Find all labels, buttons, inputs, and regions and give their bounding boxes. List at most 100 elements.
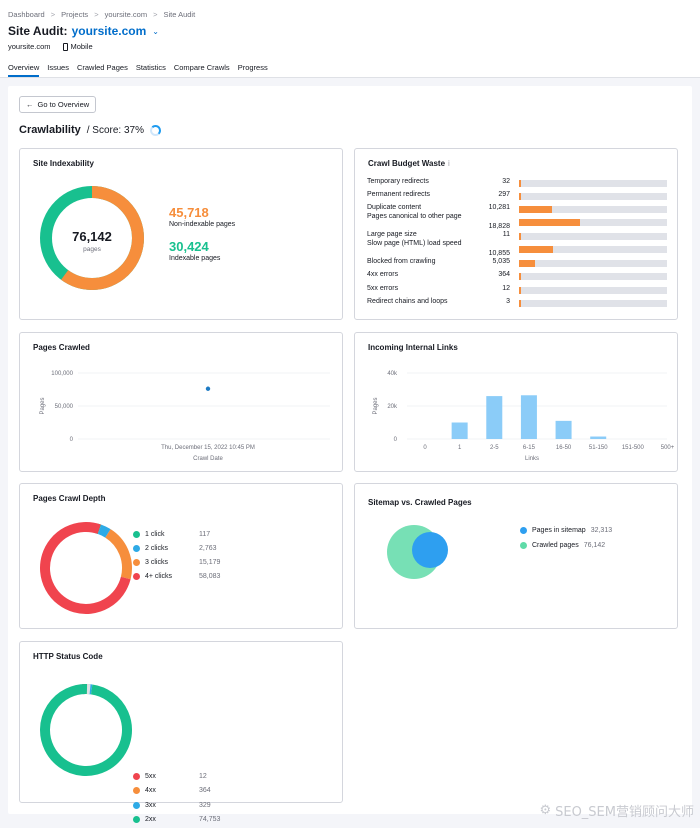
bar[interactable]: [520, 395, 537, 439]
legend-label: 3xx: [145, 801, 156, 809]
waste-label: Pages canonical to other page: [367, 213, 462, 220]
waste-value: 10,281: [488, 204, 510, 211]
waste-value: 3: [506, 298, 510, 305]
tab-compare-crawls[interactable]: Compare Crawls: [173, 63, 230, 72]
legend-item[interactable]: 2 clicks: [133, 545, 168, 552]
y-tick-label: 100,000: [51, 371, 73, 377]
waste-bar-track: [519, 233, 667, 240]
bar[interactable]: [590, 436, 607, 439]
x-tick-label: 6-15: [523, 445, 536, 451]
crawlability-score: / Score: 37%: [86, 124, 145, 136]
legend-value: 364: [199, 787, 211, 795]
crawled-value: 76,142: [583, 542, 606, 549]
crawlability-title: Crawlability: [19, 124, 81, 136]
bar[interactable]: [451, 422, 468, 440]
incoming-internal-links-chart: 40k 20k 0 Pages 0 1 2-5 6-15 16-50 51-150 151-500 5…: [373, 371, 675, 462]
legend-item[interactable]: 3 clicks: [133, 559, 168, 566]
legend-item[interactable]: 4xx: [133, 787, 156, 795]
legend-value: 12: [199, 773, 207, 780]
sitemap-vs-crawled-card: Sitemap vs. Crawled Pages Pages in sitem…: [354, 483, 678, 629]
waste-label: 5xx errors: [367, 285, 399, 292]
legend-label: 4xx: [145, 787, 156, 795]
x-tick-label: 16-50: [556, 445, 572, 451]
pages-crawled-card: Pages Crawled 100,000 50,000 0 Pages Thu, De…: [19, 332, 343, 472]
donut-segment[interactable]: [105, 529, 132, 580]
pages-crawl-depth-card: Pages Crawl Depth 1 click 117 2 clicks 2,76…: [19, 483, 343, 629]
legend-value: 74,753: [199, 816, 221, 824]
y-tick-label: 0: [70, 437, 74, 443]
legend-dot-icon: [133, 801, 140, 809]
waste-row[interactable]: Blocked from crawling 5,035: [367, 258, 667, 270]
breadcrumb: Dashboard > Projects > yoursite.com > Si…: [8, 10, 195, 19]
y-axis-label: Pages: [373, 397, 379, 414]
legend-dot-icon: [133, 787, 140, 795]
x-axis-label: Crawl Date: [193, 456, 223, 462]
breadcrumb-projects[interactable]: Projects: [61, 10, 89, 19]
waste-label: Temporary redirects: [367, 178, 429, 185]
legend-item[interactable]: 2xx: [133, 816, 156, 824]
watermark-text: SEO_SEM营销顾问大师: [555, 805, 694, 820]
tab-overview[interactable]: Overview: [8, 63, 40, 77]
waste-bar-track: [519, 193, 667, 200]
waste-value: 11: [502, 231, 510, 238]
device-text: Mobile: [70, 42, 93, 51]
legend-dot-icon: [133, 816, 140, 824]
legend-item[interactable]: 1 click: [133, 531, 164, 538]
crawl-budget-waste-card: Crawl Budget Waste i Temporary redirects 3…: [354, 148, 678, 320]
waste-row[interactable]: Pages canonical to other page 18,828: [367, 213, 667, 230]
go-to-overview-button[interactable]: ← Go to Overview: [19, 96, 97, 113]
tab-progress[interactable]: Progress: [237, 63, 268, 72]
waste-row[interactable]: 4xx errors 364: [367, 271, 667, 283]
site-selector[interactable]: yoursite.com: [71, 24, 147, 38]
legend-item[interactable]: 5xx: [133, 773, 156, 780]
sitemap-legend-item[interactable]: Pages in sitemap 32,313: [520, 527, 612, 534]
donut-segment[interactable]: [40, 684, 132, 776]
waste-row[interactable]: Redirect chains and loops 3: [367, 298, 667, 310]
tab-statistics[interactable]: Statistics: [135, 63, 166, 72]
waste-label: Blocked from crawling: [367, 258, 436, 265]
data-point[interactable]: [205, 386, 211, 391]
waste-row[interactable]: 5xx errors 12: [367, 285, 667, 297]
waste-row[interactable]: Duplicate content 10,281: [367, 204, 667, 216]
waste-row[interactable]: Large page size 11: [367, 231, 667, 243]
pages-crawled-title: Pages Crawled: [33, 343, 90, 352]
legend-value: 2,763: [199, 545, 217, 552]
non-indexable-value[interactable]: 45,718: [169, 205, 209, 220]
breadcrumb-dashboard[interactable]: Dashboard: [8, 10, 45, 19]
breadcrumb-site[interactable]: yoursite.com: [104, 10, 148, 19]
legend-label: 5xx: [145, 773, 156, 780]
waste-row[interactable]: Slow page (HTML) load speed 10,855: [367, 240, 667, 257]
y-tick-label: 0: [394, 437, 398, 443]
waste-bar-fill: [519, 180, 522, 187]
arrow-left-icon: ←: [26, 100, 34, 109]
page-title: Site Audit: yoursite.com ⌄: [8, 24, 159, 38]
donut-segment[interactable]: [97, 524, 111, 538]
legend-item[interactable]: 4+ clicks: [133, 573, 172, 580]
waste-bar-track: [519, 206, 667, 213]
waste-bar-track: [519, 273, 667, 280]
bar[interactable]: [486, 396, 503, 439]
indexable-value[interactable]: 30,424: [169, 239, 209, 254]
waste-bar-fill: [519, 273, 522, 280]
legend-label: 4+ clicks: [145, 573, 173, 580]
waste-bar-fill: [519, 260, 536, 267]
info-icon[interactable]: i: [448, 159, 450, 168]
waste-bar-track: [519, 246, 667, 253]
legend-item[interactable]: 3xx: [133, 801, 156, 809]
waste-label: 4xx errors: [367, 271, 399, 278]
waste-bar-fill: [519, 300, 521, 307]
page-title-prefix: Site Audit:: [8, 24, 68, 38]
waste-bar-fill: [519, 193, 522, 200]
crawled-label: Crawled pages: [532, 542, 579, 549]
crawled-legend-item[interactable]: Crawled pages 76,142: [520, 542, 605, 549]
waste-row[interactable]: Permanent redirects 297: [367, 191, 667, 203]
http-status-code-title: HTTP Status Code: [33, 652, 103, 661]
sitemap-venn: [387, 525, 448, 579]
tab-issues[interactable]: Issues: [47, 63, 69, 72]
waste-row[interactable]: Temporary redirects 32: [367, 178, 667, 190]
bar[interactable]: [555, 420, 572, 439]
chevron-down-icon[interactable]: ⌄: [152, 26, 159, 36]
x-axis-label: Links: [525, 456, 539, 462]
donut-segment[interactable]: [40, 522, 131, 614]
tab-crawled-pages[interactable]: Crawled Pages: [76, 63, 128, 72]
